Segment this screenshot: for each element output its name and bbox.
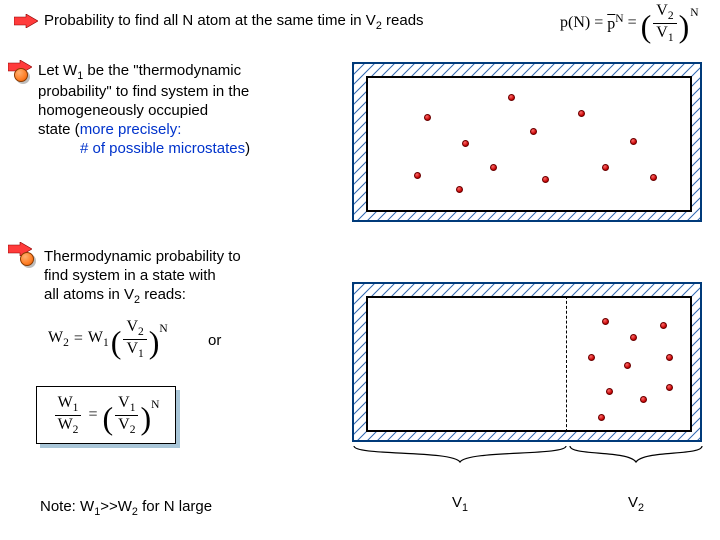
block2-text: Let W1 be the "thermodynamic probability… xyxy=(38,62,338,158)
particle xyxy=(606,388,613,395)
particle xyxy=(660,322,667,329)
inner-box xyxy=(366,296,692,432)
note-line: Note: W1>>W2 for N large xyxy=(40,498,212,519)
particle xyxy=(424,114,431,121)
v2-s: 2 xyxy=(638,502,644,514)
b2-l3: homogeneously occupied xyxy=(38,102,338,121)
note-a: Note: W xyxy=(40,498,94,515)
particle xyxy=(630,138,637,145)
particle xyxy=(630,334,637,341)
eqr-rd: V xyxy=(118,416,130,433)
eq-top-num: V xyxy=(656,2,668,19)
eqr-den-sub: 2 xyxy=(73,424,79,436)
eq-top-num-sub: 2 xyxy=(668,10,674,22)
eqw2-num-sub: 2 xyxy=(138,326,144,338)
eq-top-eq2: = xyxy=(628,14,637,32)
note-b: >>W xyxy=(100,498,132,515)
eq-top-exp2: N xyxy=(690,7,698,19)
eqw2-den: V xyxy=(126,340,138,357)
eqr-num-sub: 1 xyxy=(73,402,79,414)
eq-w2: W2 = W1 ( V2 V1 )N xyxy=(48,318,168,361)
particle xyxy=(650,174,657,181)
particle xyxy=(602,164,609,171)
eq-top-den-sub: 1 xyxy=(668,32,674,44)
particle xyxy=(542,176,549,183)
eqw2-eq: = xyxy=(74,330,83,348)
particle xyxy=(666,384,673,391)
b2-l4a: state ( xyxy=(38,121,80,138)
particle xyxy=(578,110,585,117)
v1-t: V xyxy=(452,494,462,511)
line1-text: Probability to find all N atom at the sa… xyxy=(44,12,424,33)
note-c: for N large xyxy=(138,498,212,515)
diagram-compressed xyxy=(352,282,702,442)
b3-l2: find system in a state with xyxy=(44,267,344,286)
eq-top-eq1: = xyxy=(594,14,603,32)
diagram-homogeneous xyxy=(352,62,702,222)
eq-top: p(N) = pN = ( V2 V1 )N xyxy=(560,2,720,45)
eqr-rn-sub: 1 xyxy=(130,402,136,414)
eqw2-lhs: W xyxy=(48,329,63,346)
eq-top-exp1: N xyxy=(615,13,623,25)
line1-pre: Probability to find all N atom at the sa… xyxy=(44,12,376,29)
eqr-eq: = xyxy=(88,406,97,424)
b2-l2: probability" to find system in the xyxy=(38,83,338,102)
particle xyxy=(414,172,421,179)
eqw2-den-sub: 1 xyxy=(138,348,144,360)
particle xyxy=(640,396,647,403)
particle xyxy=(624,362,631,369)
eqw2-exp: N xyxy=(159,323,167,335)
or-label: or xyxy=(208,332,221,351)
particle xyxy=(666,354,673,361)
particle xyxy=(588,354,595,361)
brace-v2 xyxy=(568,446,704,466)
b2-l1b: be the "thermodynamic xyxy=(83,62,241,79)
b3-l3a: all atoms in V xyxy=(44,286,134,303)
brace-v1 xyxy=(352,446,568,466)
line1-post: reads xyxy=(382,12,424,29)
b2-l5b: ) xyxy=(245,140,250,157)
particle xyxy=(490,164,497,171)
label-v2: V2 xyxy=(628,494,644,515)
label-v1: V1 xyxy=(452,494,468,515)
eqw2-w1-sub: 1 xyxy=(103,337,109,349)
particle xyxy=(508,94,515,101)
eq-top-lhs: p(N) xyxy=(560,14,590,32)
v1-s: 1 xyxy=(462,502,468,514)
b3-l3b: reads: xyxy=(140,286,186,303)
b3-l1: Thermodynamic probability to xyxy=(44,248,344,267)
v2-separator xyxy=(566,296,567,432)
b2-l5a: # of possible microstates xyxy=(80,140,245,157)
particle xyxy=(456,186,463,193)
b2-l1a: Let W xyxy=(38,62,77,79)
arrow-bullet-icon xyxy=(14,14,38,28)
dot-bullet-icon xyxy=(14,68,30,84)
inner-box xyxy=(366,76,692,212)
v2-t: V xyxy=(628,494,638,511)
eq-top-den: V xyxy=(656,24,668,41)
eqr-rn: V xyxy=(118,394,130,411)
particle xyxy=(598,414,605,421)
eqr-rd-sub: 2 xyxy=(130,424,136,436)
particle xyxy=(602,318,609,325)
eqr-den: W xyxy=(58,416,73,433)
particle xyxy=(530,128,537,135)
b2-l4b: more precisely: xyxy=(80,121,182,138)
eqw2-lhs-sub: 2 xyxy=(63,337,69,349)
particle xyxy=(462,140,469,147)
eqw2-num: V xyxy=(126,318,138,335)
block3-text: Thermodynamic probability to find system… xyxy=(44,248,344,307)
dot-bullet-icon xyxy=(20,252,36,268)
eqr-num: W xyxy=(58,394,73,411)
eqr-exp: N xyxy=(151,399,159,411)
eqw2-w1: W xyxy=(88,329,103,346)
eq-ratio-box: W1 W2 = ( V1 V2 )N xyxy=(36,386,176,444)
